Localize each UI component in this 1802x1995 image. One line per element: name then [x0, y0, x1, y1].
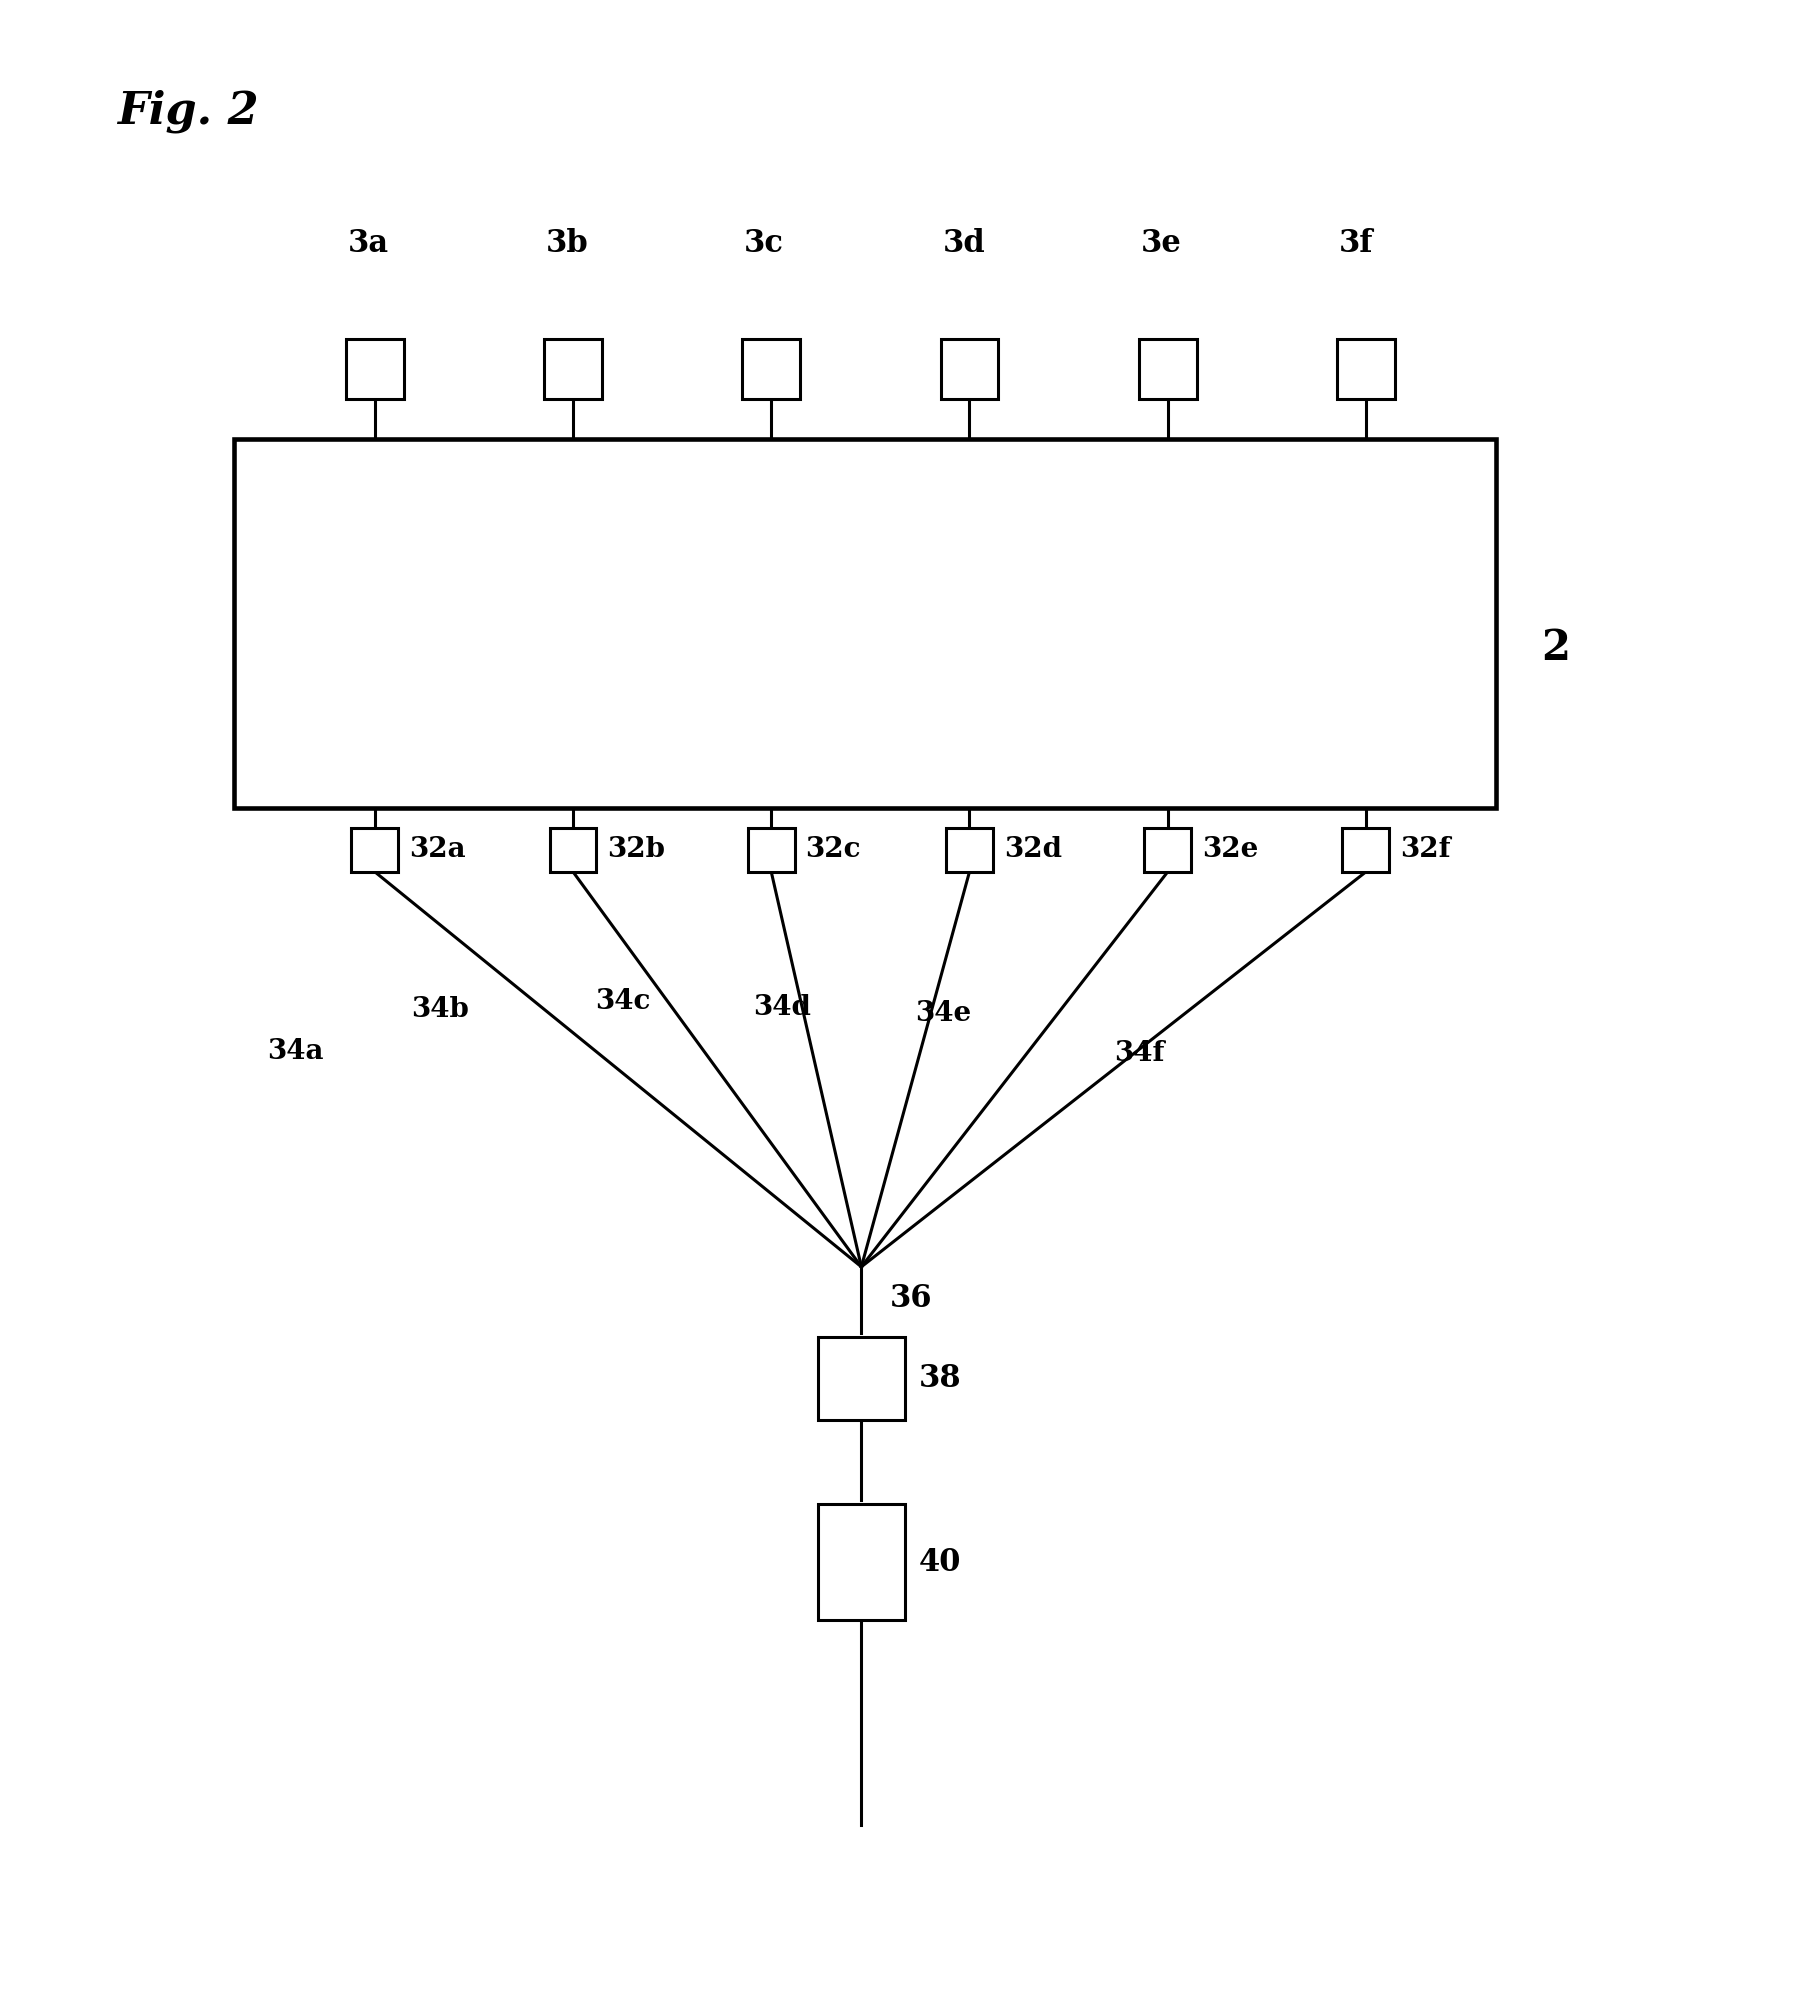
Bar [1139, 339, 1197, 399]
Bar [1342, 828, 1389, 872]
Text: 32c: 32c [805, 836, 861, 864]
Text: 34f: 34f [1114, 1039, 1164, 1067]
Text: 3c: 3c [744, 227, 784, 259]
Bar [550, 828, 596, 872]
Text: 34c: 34c [595, 988, 651, 1015]
Bar [818, 1337, 905, 1420]
Text: 32f: 32f [1400, 836, 1451, 864]
Bar [1337, 339, 1395, 399]
Text: 34a: 34a [267, 1037, 323, 1065]
Bar [748, 828, 795, 872]
Text: 2: 2 [1541, 626, 1570, 670]
Text: 38: 38 [919, 1363, 962, 1395]
Text: 3b: 3b [546, 227, 589, 259]
Text: Fig. 2: Fig. 2 [117, 90, 259, 134]
Bar [346, 339, 404, 399]
Bar [1144, 828, 1191, 872]
Bar [351, 828, 398, 872]
Text: 3f: 3f [1339, 227, 1373, 259]
Bar [946, 828, 993, 872]
Text: 32d: 32d [1004, 836, 1061, 864]
Text: 3a: 3a [348, 227, 389, 259]
Text: 34b: 34b [411, 996, 469, 1023]
Bar [234, 439, 1496, 808]
Text: 40: 40 [919, 1546, 962, 1578]
Bar [818, 1504, 905, 1620]
Bar [941, 339, 998, 399]
Bar [544, 339, 602, 399]
Text: 34e: 34e [915, 999, 971, 1027]
Text: 36: 36 [890, 1283, 933, 1315]
Text: 32a: 32a [409, 836, 465, 864]
Text: 3e: 3e [1141, 227, 1182, 259]
Text: 32e: 32e [1202, 836, 1258, 864]
Text: 32b: 32b [607, 836, 665, 864]
Text: 34d: 34d [753, 994, 811, 1021]
Text: 3d: 3d [942, 227, 986, 259]
Bar [742, 339, 800, 399]
